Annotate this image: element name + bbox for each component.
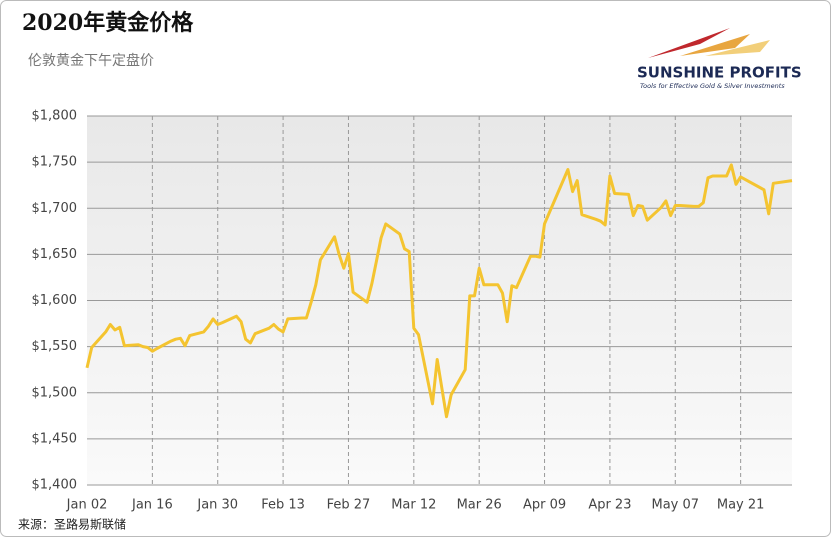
y-tick-label: $1,450: [32, 431, 78, 446]
x-tick-label: May 21: [717, 498, 765, 513]
x-tick-label: Mar 26: [457, 498, 502, 513]
y-tick-label: $1,650: [32, 247, 78, 262]
logo-tagline: Tools for Effective Gold & Silver Invest…: [640, 82, 785, 90]
y-tick-label: $1,800: [32, 109, 78, 124]
x-tick-label: Jan 30: [196, 498, 238, 513]
y-tick-label: $1,750: [32, 155, 78, 170]
y-tick-label: $1,500: [32, 385, 78, 400]
x-tick-label: Mar 12: [391, 498, 436, 513]
logo-swoosh: [705, 40, 770, 56]
y-tick-label: $1,700: [32, 201, 78, 216]
source: 来源：圣路易斯联储: [18, 517, 126, 532]
x-tick-label: Apr 09: [523, 498, 566, 513]
chart-subtitle: 伦敦黄金下午定盘价: [28, 52, 154, 69]
logo-swoosh: [648, 28, 730, 58]
x-tick-label: May 07: [651, 498, 699, 513]
logo: SUNSHINE PROFITS Tools for Effective Gol…: [637, 28, 802, 90]
logo-name: SUNSHINE PROFITS: [637, 64, 802, 82]
x-tick-label: Jan 16: [131, 498, 173, 513]
x-tick-label: Apr 23: [588, 498, 631, 513]
x-tick-label: Feb 13: [261, 498, 305, 513]
logo-swoosh: [680, 34, 750, 56]
x-tick-label: Jan 02: [66, 498, 108, 513]
y-tick-label: $1,600: [32, 293, 78, 308]
chart-title: 2020年黄金价格: [22, 10, 194, 36]
y-tick-label: $1,550: [32, 339, 78, 354]
y-tick-label: $1,400: [32, 478, 78, 493]
x-tick-label: Feb 27: [327, 498, 371, 513]
price-line: [85, 163, 793, 419]
